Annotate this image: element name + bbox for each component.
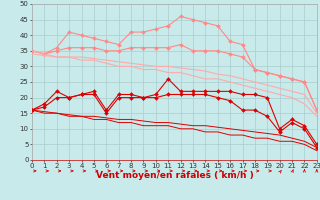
X-axis label: Vent moyen/en rafales ( km/h ): Vent moyen/en rafales ( km/h ) [96, 171, 253, 180]
